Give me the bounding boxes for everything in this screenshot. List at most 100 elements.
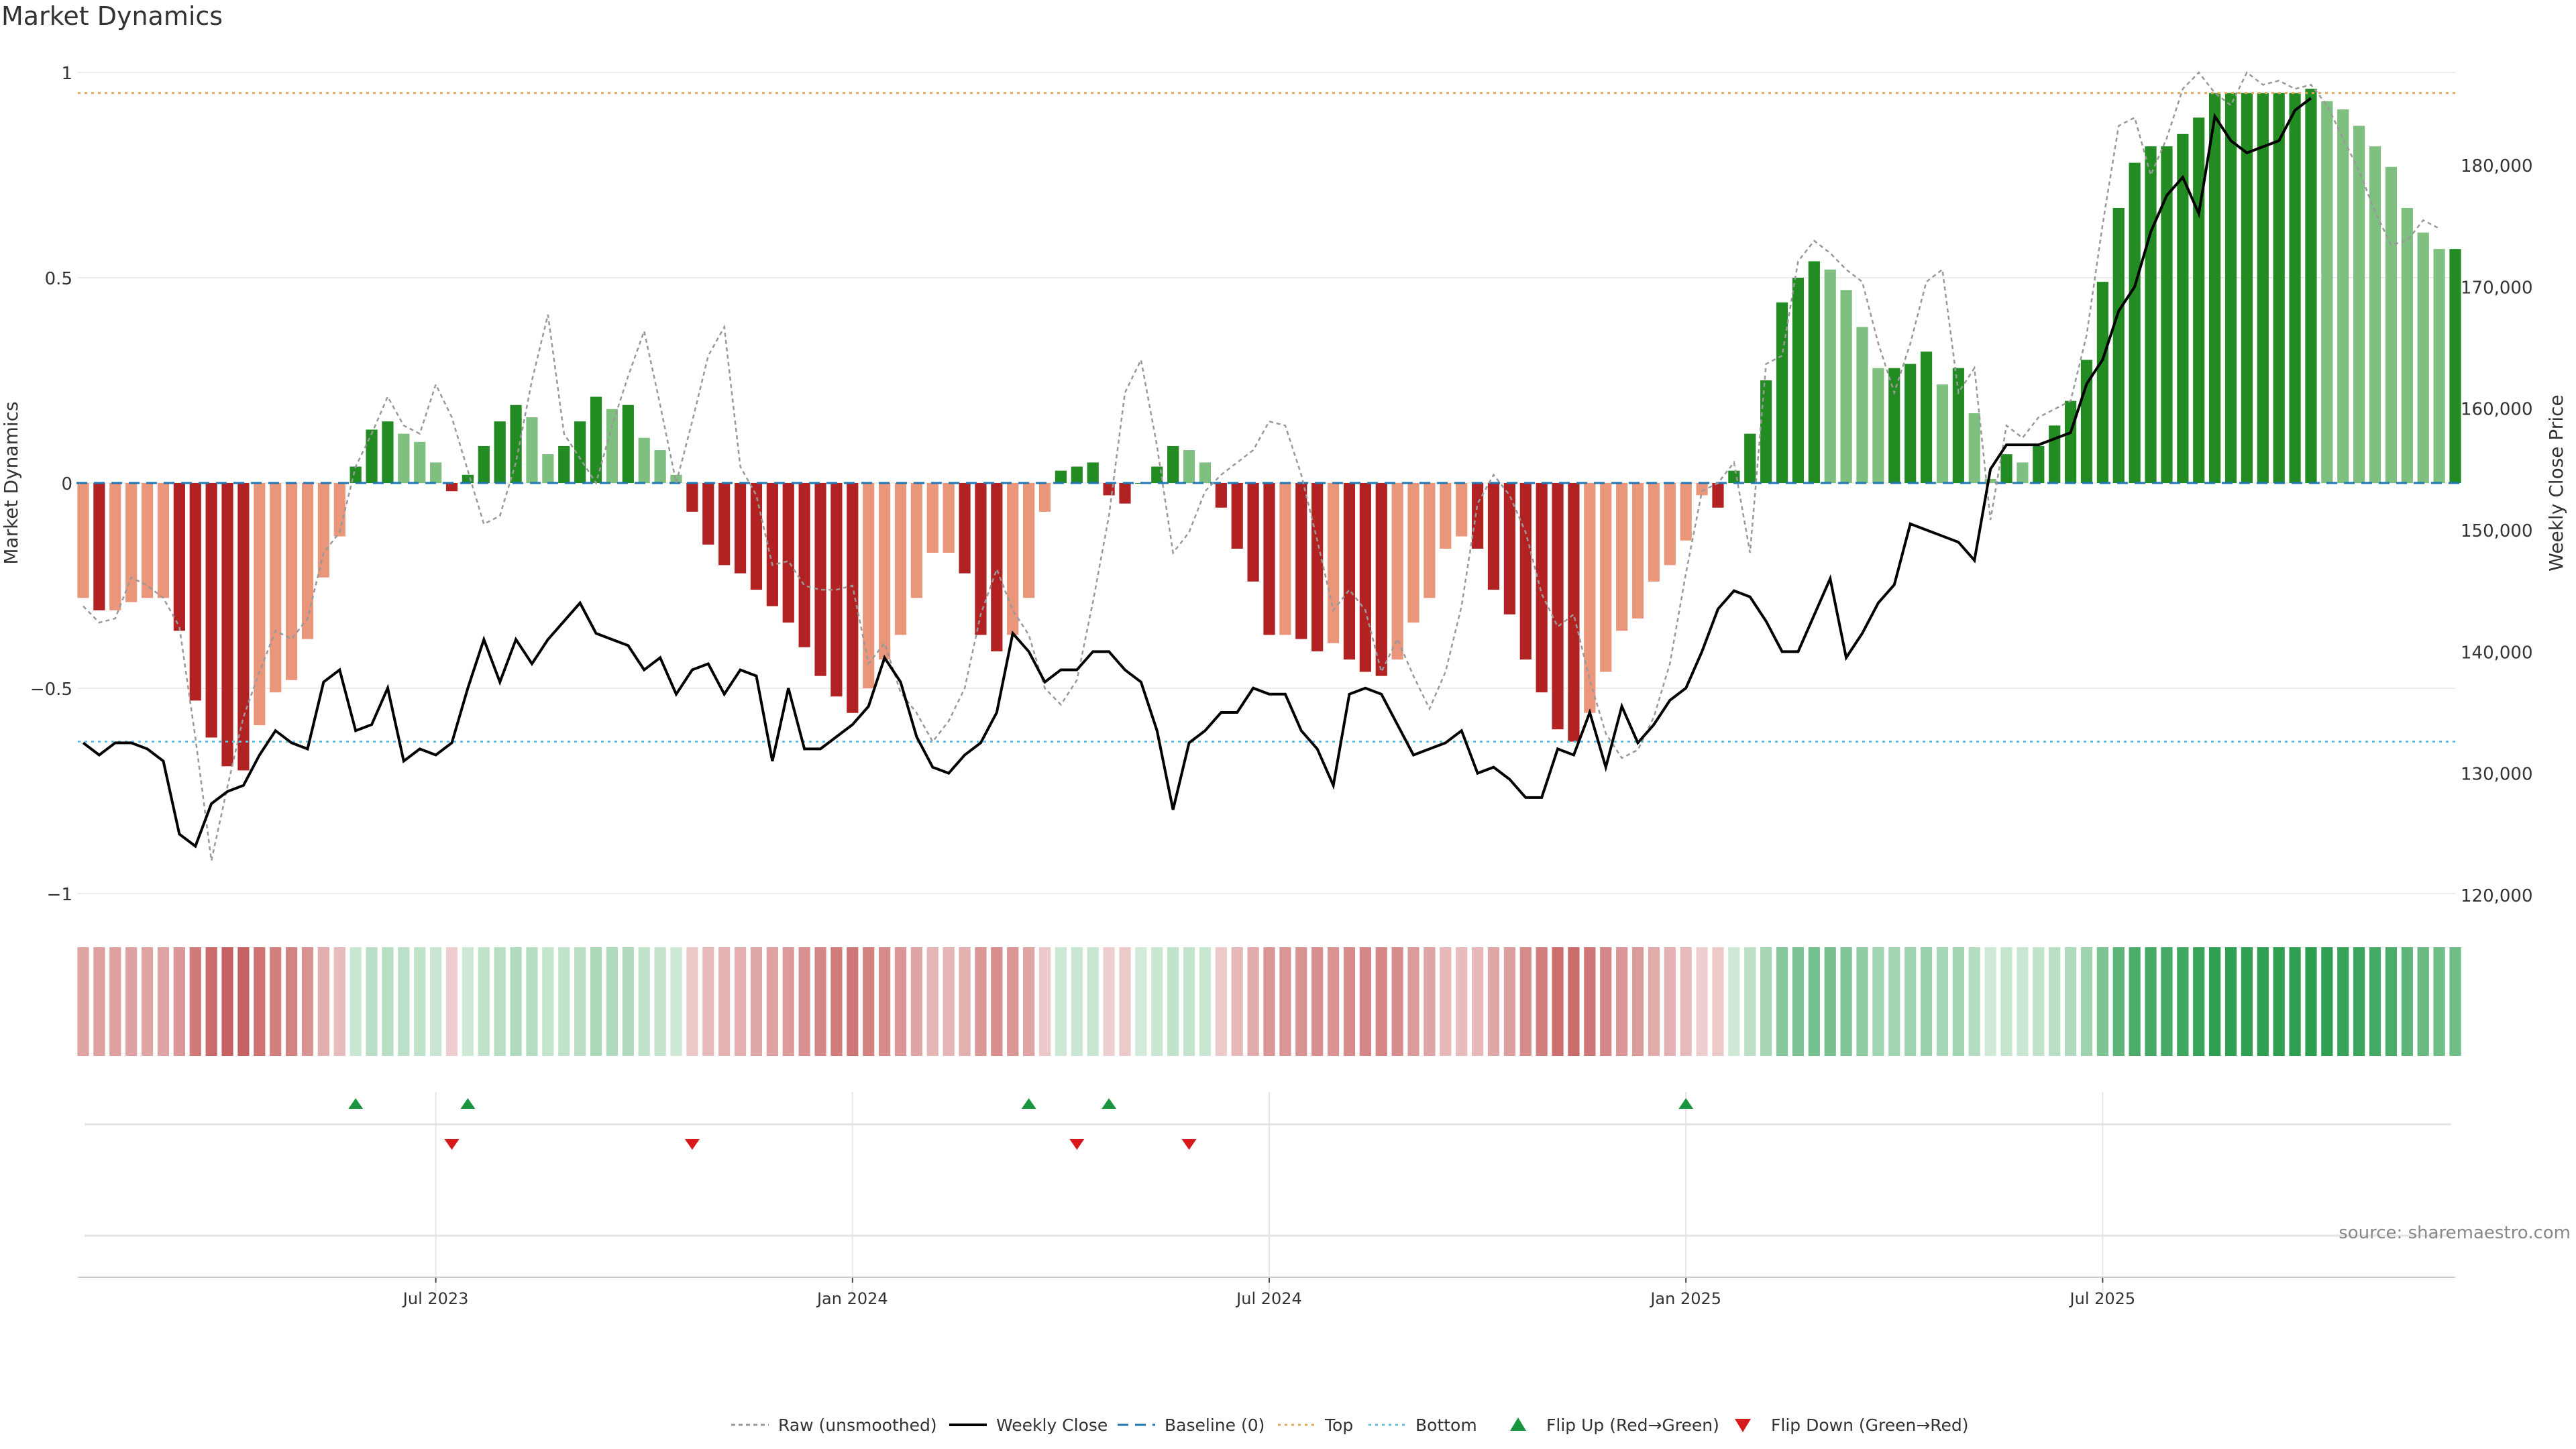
heat-cell xyxy=(1856,947,1868,1056)
heat-cell xyxy=(1648,947,1660,1056)
momentum-bar xyxy=(1696,483,1708,496)
momentum-bar xyxy=(2241,93,2253,484)
momentum-bar xyxy=(2289,93,2301,484)
momentum-bar xyxy=(814,483,826,676)
heat-cell xyxy=(1359,947,1371,1056)
momentum-bar xyxy=(205,483,217,738)
heat-cell xyxy=(333,947,345,1056)
momentum-bar xyxy=(125,483,138,602)
momentum-bar xyxy=(1247,483,1259,582)
momentum-bar xyxy=(366,429,378,483)
heat-cell xyxy=(2273,947,2285,1056)
source-note: source: sharemaestro.com xyxy=(2339,1223,2571,1243)
heat-cell xyxy=(863,947,875,1056)
momentum-bar xyxy=(430,462,442,483)
chart-title: Market Dynamics xyxy=(1,1,223,31)
momentum-bar xyxy=(1343,483,1356,660)
heat-cell xyxy=(1424,947,1436,1056)
legend-swatch xyxy=(1735,1419,1751,1432)
heat-cell xyxy=(317,947,329,1056)
momentum-bar xyxy=(1552,483,1564,730)
heat-cell xyxy=(2096,947,2108,1056)
heat-cell xyxy=(93,947,105,1056)
momentum-bar xyxy=(1375,483,1387,676)
momentum-bar xyxy=(2433,249,2445,483)
heat-cell xyxy=(798,947,810,1056)
momentum-bar xyxy=(2305,89,2317,484)
momentum-bar xyxy=(1728,470,1740,483)
momentum-bar xyxy=(1712,483,1724,508)
momentum-bar xyxy=(254,483,266,726)
heat-cell xyxy=(1055,947,1067,1056)
momentum-bar xyxy=(2064,400,2077,483)
momentum-bar xyxy=(1263,483,1275,635)
flip-up-marker xyxy=(460,1098,476,1109)
momentum-bar xyxy=(1904,364,1917,483)
heat-cell xyxy=(686,947,698,1056)
momentum-bar xyxy=(766,483,778,606)
momentum-bar xyxy=(2224,93,2237,484)
heat-cell xyxy=(1183,947,1195,1056)
momentum-bar xyxy=(2209,93,2221,484)
momentum-bar xyxy=(2257,93,2269,484)
momentum-bar xyxy=(1519,483,1532,660)
momentum-bar xyxy=(734,483,747,574)
momentum-bar xyxy=(1616,483,1628,631)
heat-cell xyxy=(606,947,619,1056)
y-tick-label-right: 130,000 xyxy=(2461,765,2533,785)
momentum-bar xyxy=(221,483,233,767)
heat-cell xyxy=(590,947,602,1056)
momentum-bar xyxy=(975,483,987,635)
heat-cell xyxy=(2145,947,2157,1056)
y-tick-label-left: 0.5 xyxy=(45,269,72,289)
heat-cell xyxy=(221,947,233,1056)
heat-cell xyxy=(414,947,426,1056)
heat-cell xyxy=(1167,947,1179,1056)
heat-cell xyxy=(2177,947,2189,1056)
momentum-bar xyxy=(1471,483,1484,549)
x-tick-label: Jan 2024 xyxy=(816,1289,888,1308)
momentum-bar xyxy=(2049,425,2061,483)
momentum-bar xyxy=(1568,483,1580,742)
heat-cell xyxy=(1295,947,1307,1056)
momentum-bar xyxy=(1792,278,1805,483)
momentum-bar xyxy=(2129,162,2141,483)
momentum-bar xyxy=(2177,133,2189,484)
momentum-bar xyxy=(702,483,714,545)
heat-cell xyxy=(1007,947,1019,1056)
momentum-bar xyxy=(1279,483,1291,635)
heat-cell xyxy=(943,947,955,1056)
heat-cell xyxy=(959,947,971,1056)
heat-cell xyxy=(718,947,731,1056)
heat-cell xyxy=(1712,947,1724,1056)
momentum-bar xyxy=(285,483,298,680)
momentum-bar xyxy=(1487,483,1500,590)
heat-cell xyxy=(2257,947,2269,1056)
heat-cell xyxy=(1343,947,1356,1056)
momentum-bar xyxy=(1456,483,1468,537)
momentum-bar xyxy=(943,483,955,553)
heat-cell xyxy=(430,947,442,1056)
heat-cell xyxy=(2401,947,2413,1056)
momentum-bar xyxy=(1984,478,1996,483)
heat-cell xyxy=(109,947,121,1056)
momentum-bar xyxy=(1760,380,1772,483)
momentum-bar xyxy=(622,405,634,483)
heat-cell xyxy=(1279,947,1291,1056)
heat-cell xyxy=(1199,947,1212,1056)
y-tick-label-right: 160,000 xyxy=(2461,400,2533,420)
heat-cell xyxy=(2385,947,2398,1056)
momentum-bar xyxy=(141,483,154,598)
series-lines xyxy=(76,71,2462,861)
momentum-bar xyxy=(173,483,185,631)
momentum-bar xyxy=(574,421,586,483)
heat-cell xyxy=(205,947,217,1056)
momentum-bar xyxy=(542,454,554,483)
heat-cell xyxy=(254,947,266,1056)
y-tick-label-left: 1 xyxy=(61,64,72,84)
momentum-bar xyxy=(1087,462,1099,483)
heat-cell xyxy=(1119,947,1131,1056)
momentum-bar xyxy=(510,405,522,483)
y-tick-label-left: −0.5 xyxy=(30,680,72,700)
momentum-bar xyxy=(301,483,314,639)
